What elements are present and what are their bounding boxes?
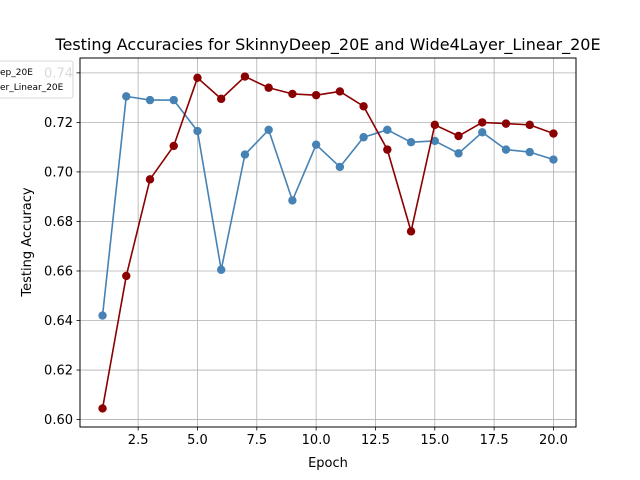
data-point bbox=[98, 311, 107, 320]
data-point bbox=[359, 102, 368, 111]
legend-entry-label: ep_20E bbox=[0, 68, 33, 78]
data-point bbox=[406, 138, 416, 147]
legend-box bbox=[0, 60, 74, 99]
data-point bbox=[454, 149, 463, 158]
data-point bbox=[169, 95, 178, 105]
data-point bbox=[335, 87, 345, 96]
data-point bbox=[217, 265, 226, 274]
x-tick-label: 10.0 bbox=[302, 433, 331, 448]
data-point bbox=[525, 120, 534, 130]
chart-title: Testing Accuracies for SkinnyDeep_20E an… bbox=[54, 35, 600, 55]
series-line bbox=[101, 75, 554, 409]
data-point bbox=[501, 145, 511, 154]
data-point bbox=[549, 129, 558, 138]
data-point bbox=[145, 95, 155, 105]
legend-entry-label: er_Linear_20E bbox=[0, 83, 64, 93]
x-tick-label: 7.5 bbox=[246, 433, 267, 448]
data-point bbox=[335, 162, 345, 172]
data-point bbox=[549, 155, 558, 164]
x-tick-label: 12.5 bbox=[361, 433, 390, 448]
data-point bbox=[311, 90, 321, 100]
x-tick-label: 17.5 bbox=[480, 433, 509, 448]
data-point bbox=[430, 120, 439, 130]
data-point bbox=[501, 119, 511, 128]
data-point bbox=[193, 73, 202, 83]
series bbox=[98, 72, 558, 413]
plot-area bbox=[80, 58, 576, 427]
y-tick-label: 0.68 bbox=[44, 215, 73, 230]
data-point bbox=[240, 72, 250, 81]
y-axis-label: Testing Accuracy bbox=[20, 187, 35, 297]
data-point bbox=[288, 89, 297, 99]
y-tick-label: 0.60 bbox=[44, 413, 73, 428]
data-point bbox=[478, 128, 487, 137]
data-point bbox=[311, 140, 321, 149]
y-tick-label: 0.72 bbox=[44, 116, 73, 131]
data-point bbox=[406, 227, 416, 236]
data-point bbox=[264, 125, 273, 135]
x-tick-label: 5.0 bbox=[187, 433, 208, 448]
y-tick-label: 0.70 bbox=[44, 165, 73, 180]
data-point bbox=[430, 136, 439, 146]
data-point bbox=[217, 94, 226, 104]
data-point bbox=[145, 175, 155, 184]
data-point bbox=[122, 92, 131, 101]
series-1 bbox=[98, 92, 558, 320]
data-point bbox=[383, 125, 392, 135]
data-point bbox=[264, 83, 273, 92]
y-tick-label: 0.66 bbox=[44, 264, 73, 279]
data-point bbox=[122, 271, 131, 281]
grid bbox=[80, 58, 576, 427]
data-point bbox=[169, 141, 178, 151]
x-tick-label: 20.0 bbox=[539, 433, 568, 448]
legend: ep_20E er_Linear_20E bbox=[0, 60, 74, 99]
data-point bbox=[288, 196, 297, 205]
data-point bbox=[193, 126, 202, 136]
data-point bbox=[454, 131, 463, 141]
series-line bbox=[101, 95, 554, 316]
data-point bbox=[98, 404, 107, 413]
data-point bbox=[359, 133, 368, 142]
series-2 bbox=[98, 72, 558, 413]
x-tick-label: 2.5 bbox=[128, 433, 149, 448]
plot-frame bbox=[79, 57, 577, 428]
x-tick-label: 15.0 bbox=[420, 433, 449, 448]
data-point bbox=[383, 145, 392, 154]
y-tick-label: 0.64 bbox=[44, 314, 73, 329]
x-axis-label: Epoch bbox=[308, 456, 348, 471]
data-point bbox=[478, 118, 487, 127]
y-tick-label: 0.62 bbox=[44, 364, 73, 379]
data-point bbox=[240, 150, 250, 159]
data-point bbox=[525, 147, 534, 157]
